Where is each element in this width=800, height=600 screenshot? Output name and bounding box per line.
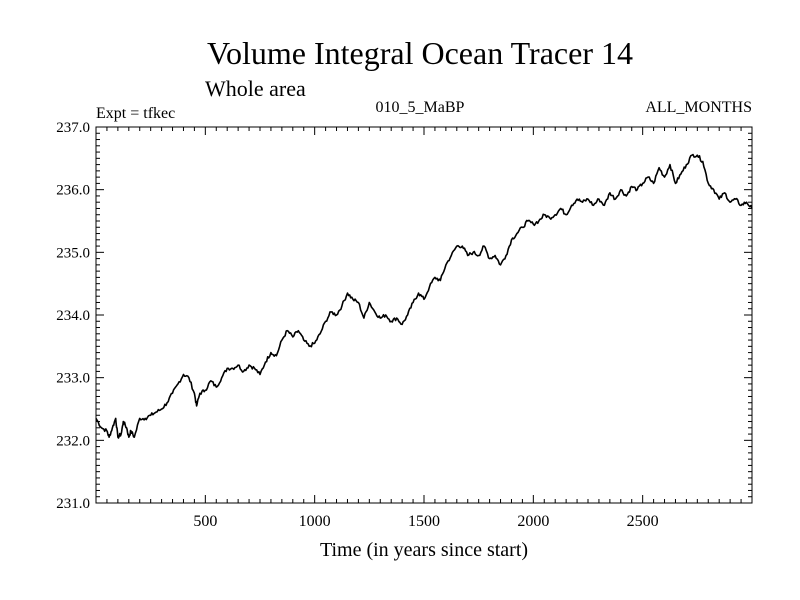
x-axis: 500 1000 1500 2000 2500 — [106, 127, 742, 530]
x-tick-label: 2500 — [627, 513, 659, 530]
chart-subtitle: Whole area — [205, 76, 306, 101]
y-tick-label: 234.0 — [56, 308, 90, 324]
x-tick-label: 1000 — [299, 513, 331, 530]
y-tick-label: 237.0 — [56, 120, 90, 136]
y-tick-label: 232.0 — [56, 433, 90, 449]
y-tick-label: 231.0 — [56, 496, 90, 512]
series-layer — [95, 153, 753, 439]
experiment-label: Expt = tfkec — [96, 105, 175, 122]
x-tick-label: 2000 — [517, 513, 549, 530]
y-tick-label: 236.0 — [56, 183, 90, 199]
y-axis: 231.0 232.0 233.0 234.0 235.0 236.0 237.0 — [56, 120, 752, 512]
x-tick-label: 1500 — [408, 513, 440, 530]
chart-title: Volume Integral Ocean Tracer 14 — [207, 35, 633, 71]
months-label: ALL_MONTHS — [645, 99, 752, 116]
y-tick-label: 233.0 — [56, 371, 90, 387]
y-tick-label: 235.0 — [56, 245, 90, 261]
series-line — [95, 153, 753, 439]
x-tick-label: 500 — [193, 513, 217, 530]
x-axis-label: Time (in years since start) — [320, 539, 528, 561]
run-label: 010_5_MaBP — [376, 99, 465, 116]
